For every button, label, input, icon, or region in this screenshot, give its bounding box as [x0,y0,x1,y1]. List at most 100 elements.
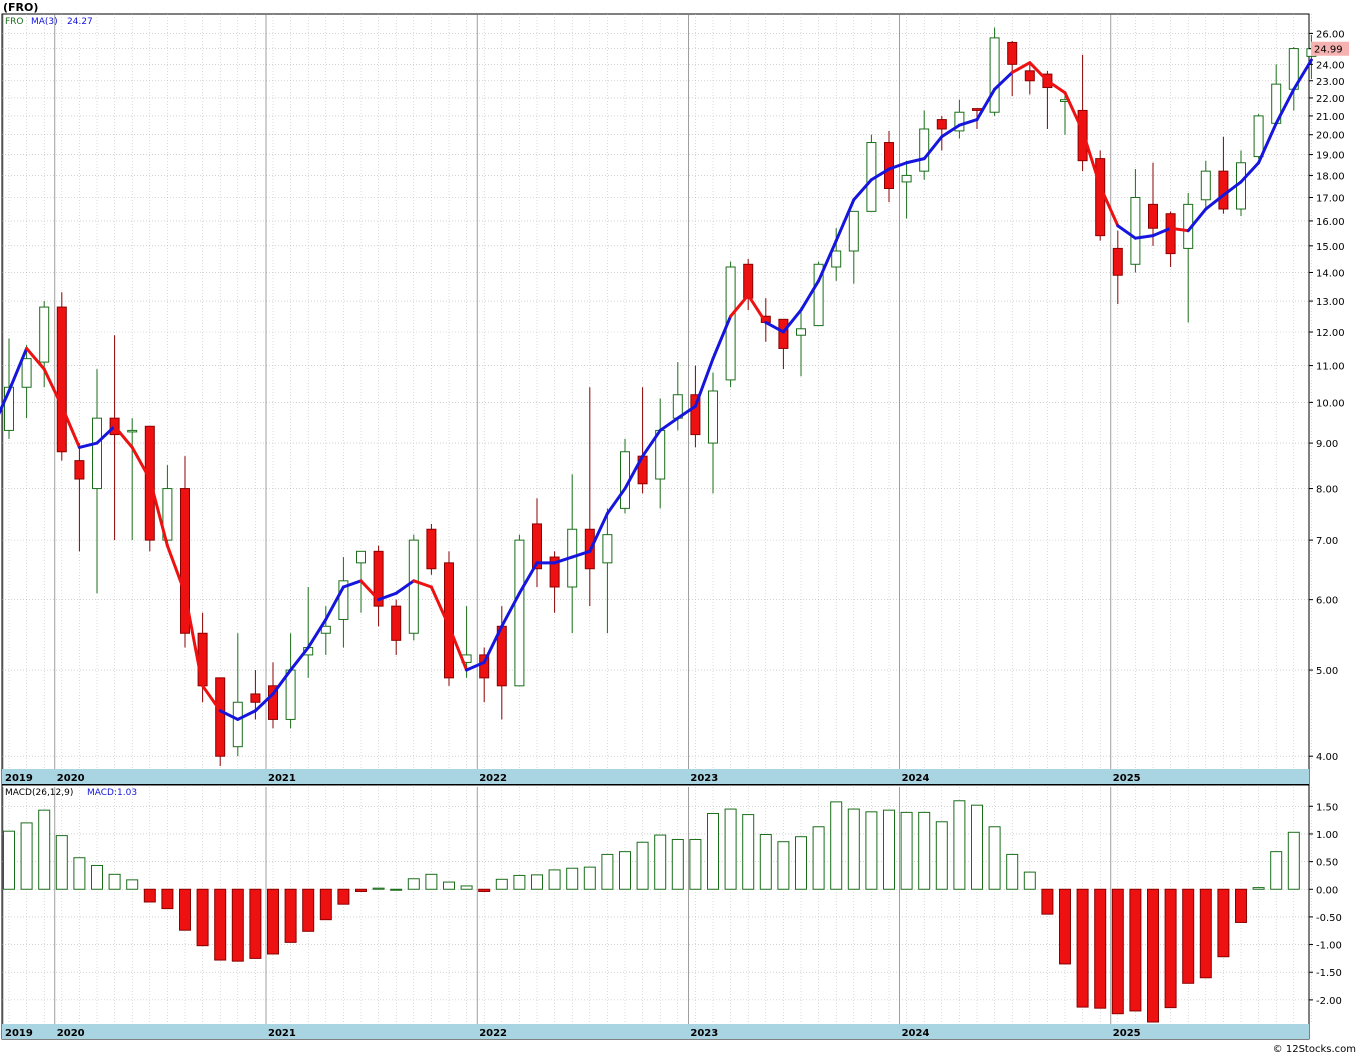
ma-segment [1133,234,1155,240]
year-label: 2025 [1113,773,1141,784]
candle-up-body [813,263,824,327]
ma-segment [341,579,363,589]
ma-segment [588,511,609,553]
candle [866,134,877,212]
price-tick-label: 9.00 [1316,439,1338,450]
candle-down-body [1095,158,1106,237]
candle [408,534,419,641]
macd-tick-label: -0.50 [1316,913,1342,924]
macd-bar-positive [73,857,86,890]
ma-segment [729,293,750,318]
ma-segment [1292,58,1313,91]
price-tick-label: 11.00 [1316,362,1345,373]
candle-up-body [1130,196,1141,265]
macd-bar-negative [1041,888,1054,915]
ma-segment [641,428,662,458]
candle [1148,162,1158,246]
candle [56,292,67,461]
legend-ma-value: 24.27 [67,17,93,27]
ma-segment [975,87,997,122]
candle-up-body [356,550,366,564]
ma-segment [500,591,521,628]
macd-bar-positive [38,809,51,890]
legend-macd-label: MACD(26,12,9) [5,788,73,798]
footer-credit: © 12Stocks.com [1273,1044,1356,1055]
candle [426,523,437,575]
year-label: 2024 [902,773,930,784]
price-y-axis: 4.00 5.00 6.00 7.00 8.00 9.00 10.00 11.00 12.00 1… [1309,29,1345,763]
macd-bar-negative [1199,888,1212,979]
macd-bar-positive [918,811,931,890]
macd-bar-positive [707,812,719,890]
ma-segment [1063,91,1085,133]
year-label: 2020 [57,1028,85,1039]
macd-bar-negative [1094,888,1107,1009]
candle [373,545,384,627]
ma-segment [693,357,715,408]
candle [954,99,965,139]
price-year-labels: 2019 2020 2021 2022 2023 2024 2025 [5,773,1141,784]
ma-segment [412,579,433,589]
macd-bar-negative [1059,888,1071,965]
ma-segment [817,239,838,283]
candle [778,318,789,370]
price-tick-label: 18.00 [1316,171,1345,182]
ma-segment [711,314,733,361]
candle-down-body [1165,213,1176,255]
ma-segment [887,161,909,171]
price-tick-label: 5.00 [1316,666,1338,677]
macd-bar-negative [337,888,350,905]
candle [989,27,1000,116]
candle [180,456,190,648]
year-label: 2025 [1113,1028,1141,1039]
year-label: 2024 [902,1028,930,1039]
candle-down-body [444,562,454,679]
candle [532,498,542,587]
candle-down-body [250,693,261,703]
macd-bars [3,800,1300,1023]
candle [232,633,243,757]
legend-symbol: FRO [5,17,24,27]
macd-bar-negative [196,888,209,947]
candle-down-body [778,318,789,349]
candle-down-body [549,556,560,588]
macd-bar-positive [812,826,825,890]
candle-up-body [655,429,666,480]
macd-bar-positive [425,873,438,890]
year-label: 2019 [5,773,33,784]
ma-segment [218,709,240,721]
ma-segment [852,178,873,202]
candle-down-body [56,306,67,453]
last-price-label: 24.99 [1314,45,1343,56]
macd-bar-positive [830,801,843,890]
candle-down-body [426,528,437,570]
macd-date-axis-band [2,1024,1309,1039]
macd-bar-positive [126,879,139,890]
candle-down-body [180,488,190,634]
candle-up-body [901,174,912,183]
candle-up-body [602,534,613,564]
macd-bar-positive [55,835,68,890]
candle [320,606,331,655]
macd-tick-label: -1.00 [1316,941,1342,952]
macd-bar-positive [971,804,983,890]
ma-segment [324,585,345,621]
ma-segment [0,389,11,415]
price-tick-label: 22.00 [1316,94,1345,105]
ma-segment [605,487,627,515]
macd-bar-negative [249,888,262,959]
price-tick-label: 14.00 [1316,268,1345,279]
macd-bar-positive [566,867,579,890]
candle [391,599,402,655]
candle-up-body [796,328,806,336]
candle-down-body [1024,70,1035,82]
price-tick-label: 7.00 [1316,536,1338,547]
ma-segment [359,579,381,602]
macd-bar-positive [671,838,684,890]
ma-segment [1098,184,1120,228]
candle-up-body [232,701,243,748]
candle [444,551,454,686]
candle [1165,211,1176,267]
candle-up-body [989,37,1000,113]
year-label: 2022 [479,773,507,784]
